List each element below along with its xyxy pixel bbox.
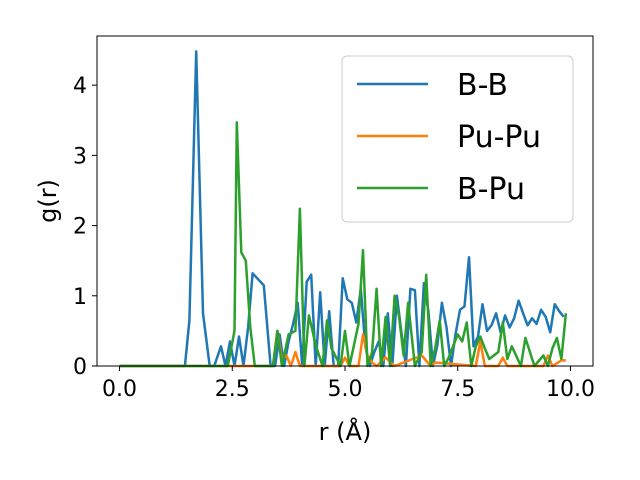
y-tick-label: 4 bbox=[73, 74, 87, 99]
x-tick-label: 5.0 bbox=[328, 377, 363, 402]
legend: B-B Pu-Pu B-Pu bbox=[341, 55, 574, 223]
legend-label-pu-pu: Pu-Pu bbox=[457, 120, 541, 155]
x-axis: 0.0 2.5 5.0 7.5 10.0 bbox=[102, 366, 595, 402]
series-layer bbox=[119, 50, 568, 368]
legend-label-b-pu: B-Pu bbox=[457, 172, 525, 207]
x-tick-label: 10.0 bbox=[546, 377, 595, 402]
y-axis-label: g(r) bbox=[34, 179, 62, 223]
x-tick-label: 7.5 bbox=[440, 377, 475, 402]
y-tick-label: 1 bbox=[73, 285, 87, 310]
x-axis-label: r (Å) bbox=[319, 417, 372, 446]
y-axis: 0 1 2 3 4 bbox=[73, 74, 97, 380]
y-tick-label: 2 bbox=[73, 215, 87, 240]
y-tick-label: 0 bbox=[73, 355, 87, 380]
legend-label-b-b: B-B bbox=[457, 68, 508, 103]
y-tick-label: 3 bbox=[73, 144, 87, 169]
series-line-b-pu bbox=[119, 121, 568, 368]
x-tick-label: 0.0 bbox=[102, 377, 137, 402]
x-tick-label: 2.5 bbox=[215, 377, 250, 402]
legend-box bbox=[341, 55, 574, 223]
